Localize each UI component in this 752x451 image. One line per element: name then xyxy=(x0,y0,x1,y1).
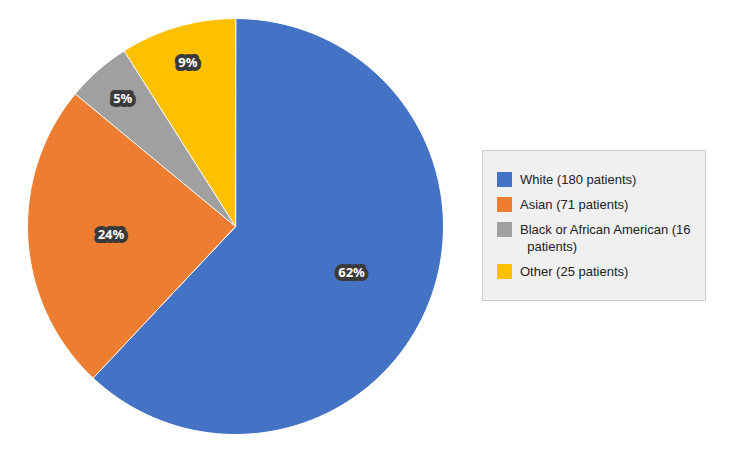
html-text:Asian (71 patients): Asian (71 patients) xyxy=(520,197,629,212)
svg-text:24%: 24% xyxy=(98,224,125,242)
html-text:White (180 patients): White (180 patients) xyxy=(520,172,637,187)
html-text:Black or African American (16: Black or African American (16 patients) xyxy=(520,222,691,254)
svg-text:5%: 5% xyxy=(113,88,132,106)
svg-text:62%: 62% xyxy=(338,262,365,280)
html-text:Other (25 patients): Other (25 patients) xyxy=(520,264,629,279)
svg-text:9%: 9% xyxy=(178,52,197,70)
